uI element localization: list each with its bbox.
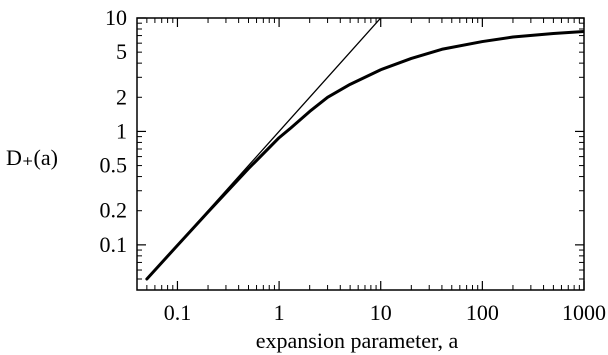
x-tick-label: 10 [370,300,392,325]
y-axis-title: D₊(a) [6,145,58,170]
x-tick-label: 1 [274,300,285,325]
plot-frame [136,17,585,291]
axes: 0.1 1 10 100 1000 0.1 0.2 0.5 1 2 5 10 [100,5,607,325]
x-axis-title: expansion parameter, a [256,328,459,353]
plot-area [136,17,585,291]
series-group [145,18,584,281]
y-tick-label: 0.5 [100,153,128,178]
y-tick-label: 1 [116,118,127,143]
x-tick-label: 100 [466,300,499,325]
y-tick-label: 10 [105,5,127,30]
y-tick-label: 0.2 [100,198,128,223]
x-tick-label: 1000 [562,300,606,325]
y-tick-label: 2 [116,84,127,109]
series-line-thick [145,30,584,281]
x-tick-label: 0.1 [164,300,192,325]
y-tick-label: 5 [116,39,127,64]
y-tick-label: 0.1 [100,232,128,257]
